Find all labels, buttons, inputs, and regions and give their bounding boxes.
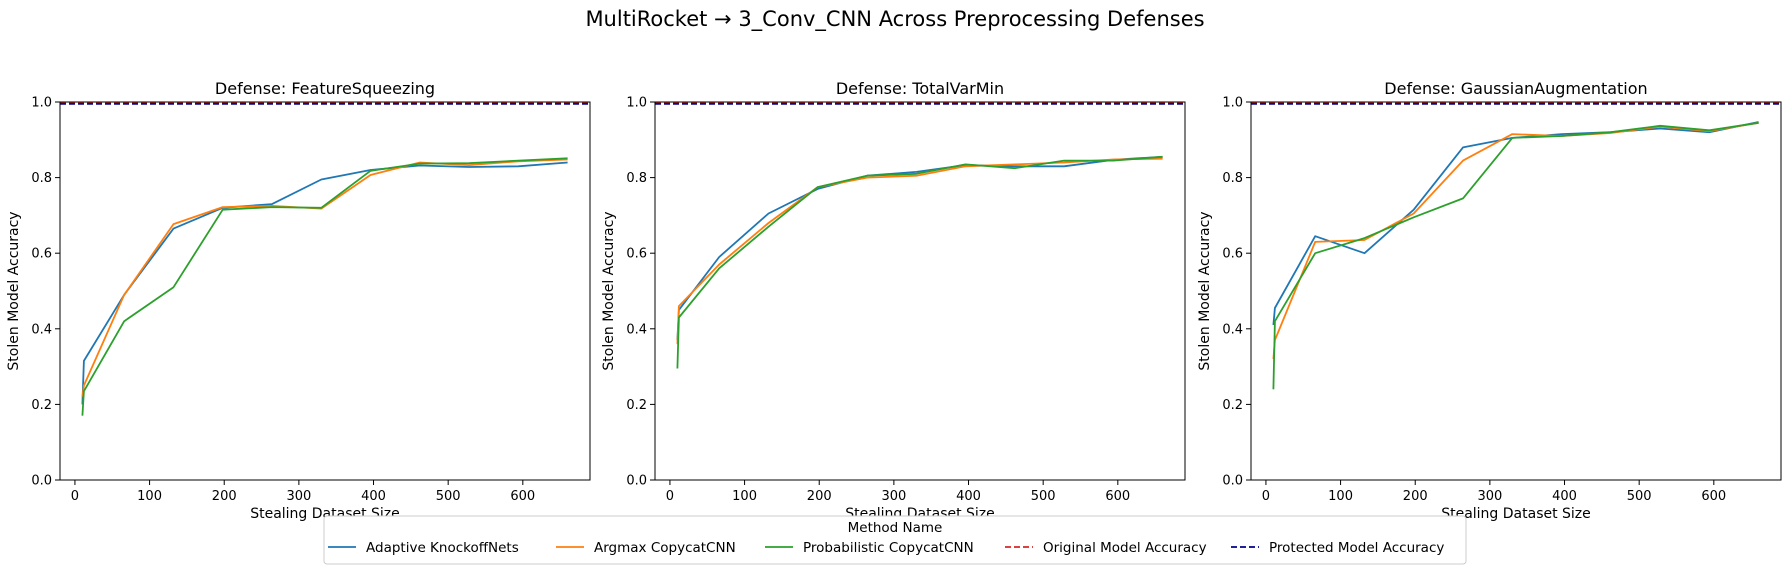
- plot-frame: [1250, 101, 1782, 481]
- x-tick-label: 0: [1262, 489, 1270, 504]
- series-line-1: [676, 155, 1163, 341]
- y-tick-label: 0.8: [626, 171, 647, 186]
- plot-frame: [59, 101, 591, 481]
- x-tick-label: 100: [137, 489, 162, 504]
- x-tick-label: 100: [732, 489, 757, 504]
- panel-title: Defense: FeatureSqueezing: [215, 79, 435, 98]
- x-tick-label: 300: [286, 489, 311, 504]
- series-line-1: [81, 161, 568, 405]
- y-tick-label: 0.2: [1222, 398, 1243, 413]
- y-tick-label: 0.2: [626, 398, 647, 413]
- legend-label-4: Original Model Accuracy: [1043, 540, 1207, 556]
- y-tick-label: 0.0: [626, 474, 647, 489]
- y-axis-label: Stolen Model Accuracy: [6, 211, 22, 370]
- panel-2: Defense: TotalVarMin 0 100 200 300 400 500 600 0…: [601, 79, 1186, 522]
- x-tick-label: 400: [956, 489, 981, 504]
- y-tick-label: 0.4: [626, 322, 647, 337]
- series-line-3: [1272, 121, 1759, 390]
- x-tick-label: 500: [436, 489, 461, 504]
- x-tick-label: 400: [361, 489, 386, 504]
- y-tick-label: 1.0: [626, 96, 647, 111]
- x-tick-label: 300: [1477, 489, 1502, 504]
- x-tick-label: 300: [881, 489, 906, 504]
- y-tick-label: 0.4: [1222, 322, 1243, 337]
- x-tick-label: 200: [807, 489, 832, 504]
- y-tick-label: 0.4: [31, 322, 52, 337]
- series-line-3: [676, 155, 1163, 369]
- y-tick-label: 0.2: [31, 398, 52, 413]
- y-tick-label: 0.0: [1222, 474, 1243, 489]
- series-line-1: [1272, 121, 1759, 326]
- legend-frame: [323, 515, 1467, 565]
- y-tick-label: 0.0: [31, 474, 52, 489]
- x-tick-label: 500: [1627, 489, 1652, 504]
- y-tick-label: 0.6: [1222, 247, 1243, 262]
- x-tick-label: 0: [71, 489, 79, 504]
- figure-title: MultiRocket → 3_Conv_CNN Across Preproce…: [585, 7, 1204, 32]
- series-line-2: [81, 158, 568, 397]
- legend-entries: Adaptive KnockoffNets Argmax CopycatCNN Pr…: [328, 540, 1444, 556]
- legend-label-1: Adaptive KnockoffNets: [366, 540, 519, 556]
- panels: Defense: FeatureSqueezing 0 100 200 300 400 50…: [6, 79, 1782, 522]
- y-tick-label: 1.0: [31, 96, 52, 111]
- y-tick-label: 1.0: [1222, 96, 1243, 111]
- panel-1: Defense: FeatureSqueezing 0 100 200 300 400 50…: [6, 79, 591, 522]
- series-line-3: [81, 157, 568, 416]
- x-tick-label: 200: [1403, 489, 1428, 504]
- x-tick-label: 500: [1031, 489, 1056, 504]
- legend-label-2: Argmax CopycatCNN: [594, 540, 736, 556]
- panel-title: Defense: TotalVarMin: [836, 79, 1004, 98]
- y-axis-label: Stolen Model Accuracy: [1197, 211, 1213, 370]
- x-tick-label: 600: [1105, 489, 1130, 504]
- y-tick-label: 0.8: [1222, 171, 1243, 186]
- x-tick-label: 0: [666, 489, 674, 504]
- y-tick-label: 0.6: [31, 247, 52, 262]
- x-axis-label: Stealing Dataset Size: [1441, 506, 1591, 522]
- x-tick-label: 400: [1552, 489, 1577, 504]
- x-tick-label: 100: [1328, 489, 1353, 504]
- legend-label-5: Protected Model Accuracy: [1269, 540, 1444, 556]
- legend-label-3: Probabilistic CopycatCNN: [803, 540, 974, 556]
- x-tick-label: 600: [1701, 489, 1726, 504]
- x-tick-label: 200: [212, 489, 237, 504]
- legend-title: Method Name: [848, 520, 943, 536]
- y-tick-label: 0.8: [31, 171, 52, 186]
- y-axis-label: Stolen Model Accuracy: [601, 211, 617, 370]
- panel-title: Defense: GaussianAugmentation: [1384, 79, 1647, 98]
- plot-frame: [654, 101, 1186, 481]
- y-tick-label: 0.6: [626, 247, 647, 262]
- x-tick-label: 600: [510, 489, 535, 504]
- panel-3: Defense: GaussianAugmentation 0 100 200 300 4…: [1197, 79, 1782, 522]
- series-line-2: [1272, 121, 1759, 360]
- series-line-2: [676, 157, 1163, 344]
- legend: Method Name Adaptive KnockoffNets Argmax …: [323, 515, 1467, 565]
